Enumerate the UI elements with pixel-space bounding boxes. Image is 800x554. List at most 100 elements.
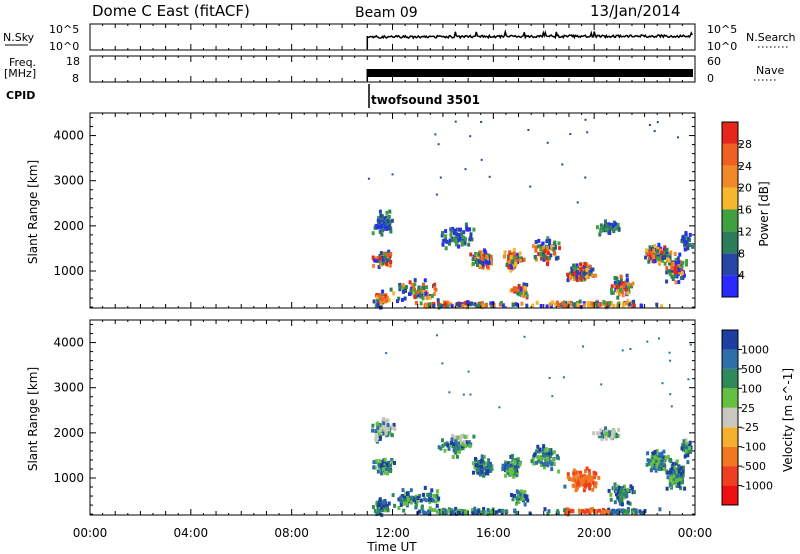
power-heatmap-cells bbox=[367, 118, 695, 310]
yaxis-tick-label: 1000 bbox=[53, 264, 84, 278]
heatmap-cell bbox=[645, 462, 649, 467]
heatmap-cell bbox=[486, 469, 490, 473]
heatmap-cell bbox=[507, 260, 511, 265]
heatmap-cell bbox=[474, 259, 478, 264]
heatmap-cell bbox=[435, 334, 438, 337]
heatmap-cell bbox=[462, 393, 465, 396]
heatmap-cell bbox=[436, 298, 440, 303]
heatmap-cell bbox=[454, 120, 457, 123]
heatmap-cell bbox=[691, 244, 695, 249]
heatmap-cell bbox=[452, 442, 456, 447]
heatmap-cell bbox=[377, 509, 380, 514]
heatmap-cell bbox=[472, 254, 476, 259]
heatmap-cell bbox=[450, 238, 454, 243]
heatmap-cell bbox=[450, 304, 454, 309]
heatmap-cell bbox=[581, 509, 585, 514]
heatmap-cell bbox=[519, 492, 523, 497]
heatmap-cell bbox=[595, 225, 599, 230]
heatmap-cell bbox=[412, 285, 415, 290]
yaxis-tick-label: 4000 bbox=[53, 129, 84, 143]
heatmap-cell bbox=[461, 509, 465, 514]
noise-tick-right-top: 10^5 bbox=[707, 23, 737, 36]
heatmap-cell bbox=[587, 473, 591, 478]
heatmap-cell bbox=[539, 460, 543, 465]
heatmap-cell bbox=[677, 280, 681, 285]
heatmap-cell bbox=[660, 250, 664, 255]
heatmap-cell bbox=[430, 507, 434, 512]
heatmap-cell bbox=[460, 434, 464, 438]
heatmap-cell bbox=[443, 442, 447, 447]
heatmap-cell bbox=[519, 256, 523, 261]
heatmap-cell bbox=[573, 271, 577, 276]
xaxis-tick-label: 08:00 bbox=[274, 526, 309, 540]
heatmap-cell bbox=[460, 232, 464, 237]
heatmap-cell bbox=[460, 242, 464, 247]
heatmap-cell bbox=[404, 285, 408, 290]
noise-tick-left-bottom: 10^0 bbox=[49, 40, 79, 53]
heatmap-cell bbox=[477, 461, 480, 466]
heatmap-cell bbox=[508, 250, 512, 255]
heatmap-cell bbox=[456, 227, 459, 232]
heatmap-cell bbox=[461, 235, 465, 240]
heatmap-cell bbox=[444, 246, 448, 251]
heatmap-cell bbox=[617, 292, 621, 297]
heatmap-cell bbox=[632, 507, 636, 512]
heatmap-cell bbox=[620, 502, 624, 507]
heatmap-cell bbox=[679, 466, 683, 471]
heatmap-cell bbox=[528, 511, 532, 516]
freq-label: Freq. bbox=[9, 56, 36, 69]
heatmap-cell bbox=[539, 251, 543, 256]
heatmap-cell bbox=[390, 425, 394, 430]
heatmap-cell bbox=[610, 287, 613, 292]
heatmap-cell bbox=[422, 283, 426, 288]
heatmap-cell bbox=[653, 459, 657, 464]
heatmap-cell bbox=[514, 510, 518, 515]
heatmap-cell bbox=[617, 427, 621, 432]
heatmap-cell bbox=[577, 477, 580, 482]
heatmap-cell bbox=[372, 299, 376, 304]
heatmap-cell bbox=[388, 209, 392, 214]
heatmap-cell bbox=[575, 263, 579, 268]
power-colorbar: 4 8 12 16 20 24 28 bbox=[721, 121, 752, 298]
heatmap-cell bbox=[584, 176, 587, 179]
heatmap-cell bbox=[594, 273, 598, 278]
heatmap-cell bbox=[593, 475, 596, 480]
heatmap-cell bbox=[615, 225, 619, 230]
heatmap-cell bbox=[541, 252, 545, 257]
heatmap-cell bbox=[378, 502, 382, 507]
heatmap-cell bbox=[675, 459, 679, 464]
heatmap-cell bbox=[516, 291, 520, 296]
heatmap-cell bbox=[515, 496, 519, 501]
heatmap-cell bbox=[684, 443, 688, 448]
heatmap-cell bbox=[534, 245, 538, 250]
heatmap-cell bbox=[413, 278, 417, 283]
heatmap-cell bbox=[509, 268, 513, 273]
heatmap-cell bbox=[665, 279, 669, 284]
heatmap-cell bbox=[564, 507, 568, 512]
heatmap-cell bbox=[652, 451, 655, 456]
heatmap-cell bbox=[602, 510, 606, 515]
heatmap-cell bbox=[479, 510, 483, 515]
heatmap-cell bbox=[623, 509, 627, 513]
heatmap-cell bbox=[613, 222, 617, 226]
heatmap-cell bbox=[673, 252, 677, 256]
heatmap-cell bbox=[389, 463, 393, 468]
velocity-colorbar-tick-label: -500 bbox=[741, 460, 766, 473]
heatmap-cell bbox=[476, 254, 480, 259]
heatmap-cell bbox=[662, 247, 666, 252]
nsky-label: N.Sky bbox=[3, 31, 35, 44]
heatmap-cell bbox=[382, 221, 386, 226]
heatmap-cell bbox=[465, 226, 469, 231]
heatmap-cell bbox=[646, 250, 650, 255]
heatmap-cell bbox=[421, 296, 425, 301]
power-colorbar-swatch bbox=[722, 253, 738, 276]
heatmap-cell bbox=[377, 223, 381, 227]
heatmap-cell bbox=[624, 288, 628, 293]
heatmap-cell bbox=[689, 343, 692, 346]
heatmap-cell bbox=[572, 477, 576, 482]
heatmap-cell bbox=[374, 429, 378, 434]
heatmap-cell bbox=[601, 433, 605, 438]
heatmap-cell bbox=[377, 293, 381, 297]
heatmap-cell bbox=[455, 302, 459, 307]
heatmap-cell bbox=[385, 222, 389, 227]
